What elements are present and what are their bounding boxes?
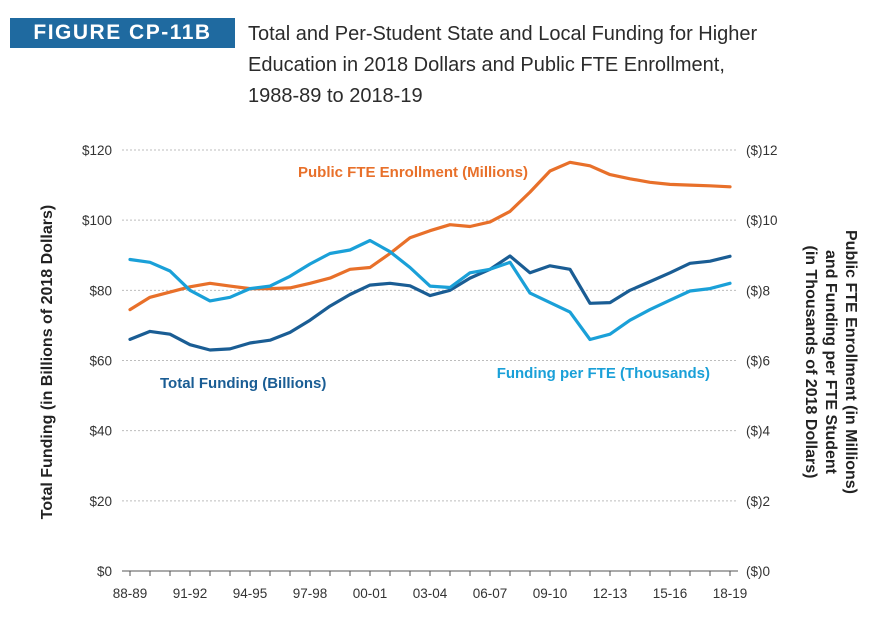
series-label-2: Total Funding (Billions) xyxy=(160,375,326,392)
y-left-tick-label: $0 xyxy=(97,564,112,579)
y-left-tick-label: $60 xyxy=(89,354,112,369)
y-right-tick-label: ($)6 xyxy=(746,354,770,369)
y-left-tick-label: $120 xyxy=(82,143,112,158)
x-tick-label: 06-07 xyxy=(473,586,508,601)
y-left-tick-label: $40 xyxy=(89,424,112,439)
x-tick-label: 03-04 xyxy=(413,586,448,601)
series-line-1 xyxy=(128,160,732,312)
y-right-tick-label: ($)0 xyxy=(746,564,770,579)
figure-title-line-3: 1988-89 to 2018-19 xyxy=(248,85,423,107)
x-tick-label: 18-19 xyxy=(713,586,748,601)
y-right-axis-title-line-1: Public FTE Enrollment (in Millions) xyxy=(842,230,859,494)
x-tick-label: 09-10 xyxy=(533,586,568,601)
figure-title: Total and Per-Student State and Local Fu… xyxy=(248,19,868,112)
y-right-tick-label: ($)12 xyxy=(746,143,778,158)
series-line-3 xyxy=(128,238,732,342)
y-right-axis-title-line-2: and Funding per FTE Student xyxy=(822,250,839,475)
series-line-2 xyxy=(128,254,732,352)
y-left-tick-label: $80 xyxy=(89,283,112,298)
x-tick-label: 91-92 xyxy=(173,586,208,601)
series-label-1: Public FTE Enrollment (Millions) xyxy=(298,164,528,181)
y-right-axis-title-line-3: (in Thousands of 2018 Dollars) xyxy=(802,246,819,479)
y-right-tick-label: ($)10 xyxy=(746,213,778,228)
figure-title-line-2: Education in 2018 Dollars and Public FTE… xyxy=(248,54,725,76)
x-tick-label: 15-16 xyxy=(653,586,688,601)
x-tick-label: 00-01 xyxy=(353,586,388,601)
y-right-tick-label: ($)8 xyxy=(746,283,770,298)
x-tick-label: 94-95 xyxy=(233,586,268,601)
figure-title-line-1: Total and Per-Student State and Local Fu… xyxy=(248,23,758,45)
x-tick-label: 12-13 xyxy=(593,586,628,601)
x-tick-label: 97-98 xyxy=(293,586,328,601)
figure-label: FIGURE CP-11B xyxy=(10,18,235,48)
y-left-tick-label: $20 xyxy=(89,494,112,509)
y-right-tick-label: ($)2 xyxy=(746,494,770,509)
y-left-tick-label: $100 xyxy=(82,213,112,228)
series-label-3: Funding per FTE (Thousands) xyxy=(497,365,710,382)
y-left-axis-title: Total Funding (in Billions of 2018 Dolla… xyxy=(39,205,56,519)
y-right-tick-label: ($)4 xyxy=(746,424,770,439)
x-tick-label: 88-89 xyxy=(113,586,148,601)
